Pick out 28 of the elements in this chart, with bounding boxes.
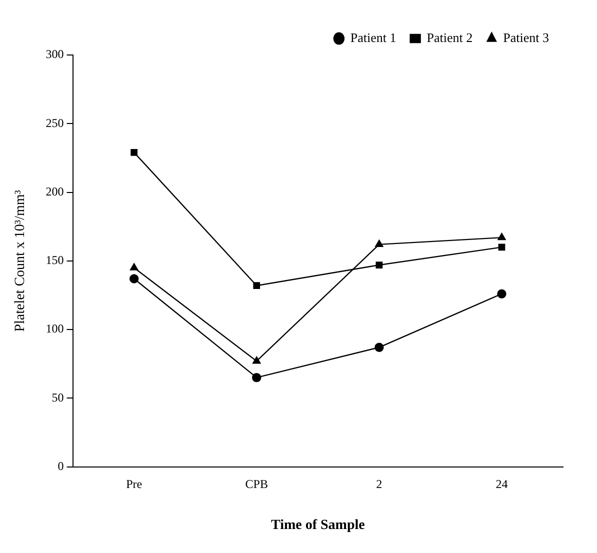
point [375,240,384,248]
legend-label: Patient 2 [426,30,473,45]
point [252,356,261,364]
point [374,342,384,352]
y-tick-label: 100 [46,322,64,336]
x-tick-label: Pre [126,477,142,492]
point [130,263,138,270]
point [497,289,506,298]
x-tick-label: CPB [245,477,268,492]
point [498,232,506,240]
x-tick-label: 24 [496,477,508,492]
point [498,244,506,251]
y-tick-label: 50 [52,390,64,404]
point [129,274,139,284]
y-tick-label: 200 [46,184,64,198]
point [376,262,383,268]
y-tick-label: 0 [58,458,64,473]
point [130,149,138,156]
legend-label: Patient 3 [503,30,550,45]
point [253,282,260,290]
y-axis-title: Platelet Count x 10³/mm³ [13,190,28,332]
legend-label: Patient 1 [350,30,396,45]
x-tick-label: 2 [376,477,382,492]
y-tick-label: 250 [46,116,64,130]
point [252,372,262,382]
y-tick-label: 150 [46,253,64,268]
y-tick-label: 300 [46,47,64,62]
x-axis-title: Time of Sample [270,518,365,534]
